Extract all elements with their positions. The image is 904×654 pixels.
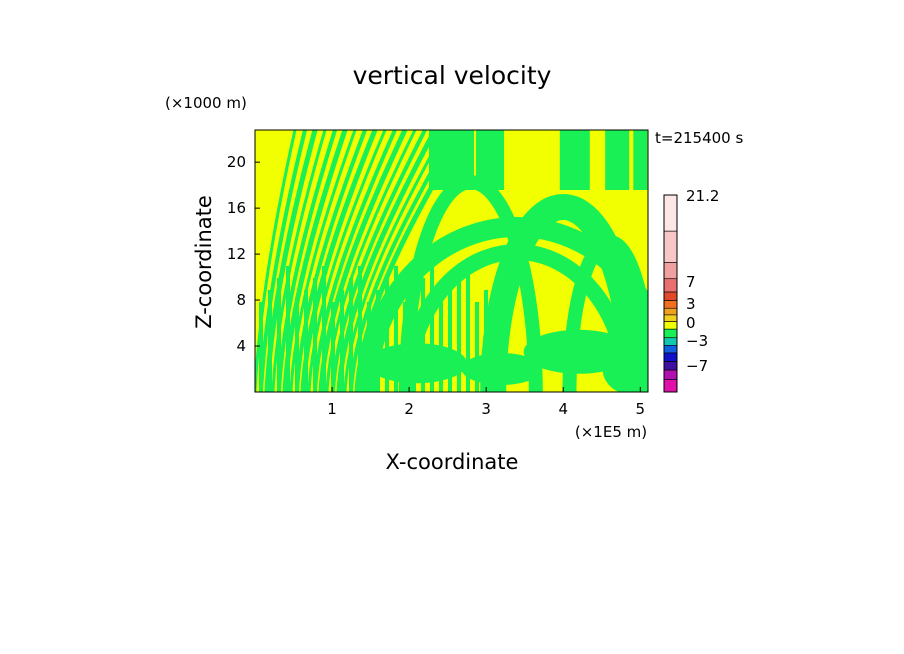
- colorbar-label: 3: [686, 295, 696, 313]
- streak: [394, 266, 398, 392]
- colorbar-segment: [663, 278, 678, 293]
- wave-band: [343, 130, 447, 392]
- colorbar-labels: 21.2 7 30−3 −7: [686, 187, 719, 375]
- wave-band: [295, 130, 367, 392]
- streak: [475, 302, 479, 392]
- colorbar-segment: [663, 291, 678, 301]
- wave-band: [271, 130, 327, 392]
- streak: [430, 266, 434, 392]
- colorbar-segment: [663, 369, 678, 380]
- colorbar-label: −7: [686, 357, 708, 375]
- wave-band: [331, 130, 427, 392]
- field-bands: [255, 130, 648, 392]
- colorbar-label: 7: [686, 273, 696, 291]
- x-axis-label: X-coordinate: [386, 450, 519, 474]
- streak: [322, 266, 326, 392]
- x-tick-label: 5: [636, 400, 646, 418]
- wave-blob: [461, 353, 542, 386]
- colorbar-segment: [663, 337, 678, 346]
- streak: [277, 278, 281, 392]
- colorbar-segment: [663, 300, 678, 309]
- streak: [385, 278, 389, 392]
- wave-column: [429, 130, 474, 190]
- colorbar-segment: [663, 345, 678, 354]
- colorbar-segment: [663, 230, 678, 263]
- y-tick-label: 8: [236, 291, 246, 309]
- y-axis-ticks: 4 8 12 16 20: [227, 153, 260, 355]
- wave-column: [605, 130, 630, 190]
- streak: [349, 278, 353, 392]
- plot-frame: [254, 129, 649, 393]
- streak: [304, 290, 308, 392]
- colorbar-label: −3: [686, 332, 708, 350]
- chart-title: vertical velocity: [353, 61, 552, 90]
- y-axis-unit: (×1000 m): [165, 94, 247, 112]
- x-tick-label: 4: [558, 400, 568, 418]
- colorbar-segment: [663, 361, 678, 371]
- y-tick-label: 16: [227, 199, 246, 217]
- streak: [358, 266, 362, 392]
- wave-blob: [602, 343, 648, 392]
- streak: [331, 302, 335, 392]
- y-axis-label: Z-coordinate: [192, 195, 216, 329]
- wave-column: [633, 130, 648, 190]
- colorbar-segment: [663, 314, 678, 322]
- wave-arc: [480, 194, 647, 392]
- x-axis-ticks: 1 2 3 4 5: [327, 387, 645, 418]
- y-tick-label: 20: [227, 153, 246, 171]
- colorbar: [663, 194, 678, 393]
- streak: [295, 302, 299, 392]
- colorbar-label: 21.2: [686, 187, 719, 205]
- streak: [457, 278, 461, 392]
- streak: [448, 290, 452, 392]
- streak: [313, 278, 317, 392]
- streak: [286, 266, 290, 392]
- colorbar-segment: [663, 352, 678, 362]
- wave-band: [259, 130, 307, 392]
- colorbar-label: 0: [686, 314, 696, 332]
- wave-column: [476, 130, 505, 190]
- colorbar-frame: [663, 194, 678, 393]
- streak: [340, 290, 344, 392]
- colorbar-segment: [663, 262, 678, 280]
- wave-blob: [366, 343, 467, 384]
- colorbar-segment: [663, 321, 678, 330]
- x-tick-label: 3: [481, 400, 491, 418]
- colorbar-segment: [663, 307, 678, 316]
- wave-band: [307, 130, 387, 392]
- y-tick-label: 12: [227, 245, 246, 263]
- colorbar-segment: [663, 194, 678, 232]
- wave-band: [325, 130, 417, 392]
- wave-band: [255, 130, 297, 392]
- wave-band: [313, 130, 397, 392]
- x-axis-unit: (×1E5 m): [575, 423, 647, 441]
- colorbar-segment: [663, 328, 678, 339]
- y-tick-label: 4: [236, 337, 246, 355]
- streak: [466, 266, 470, 392]
- plot-area: [254, 129, 649, 393]
- wave-column: [559, 130, 590, 190]
- streak: [268, 290, 272, 392]
- time-label: t=215400 s: [655, 129, 743, 147]
- wave-band: [277, 130, 337, 392]
- x-tick-label: 2: [404, 400, 414, 418]
- wave-band: [289, 130, 357, 392]
- wave-arc: [562, 235, 648, 392]
- colorbar-segment: [663, 379, 678, 393]
- streak: [259, 302, 263, 392]
- x-tick-label: 1: [327, 400, 337, 418]
